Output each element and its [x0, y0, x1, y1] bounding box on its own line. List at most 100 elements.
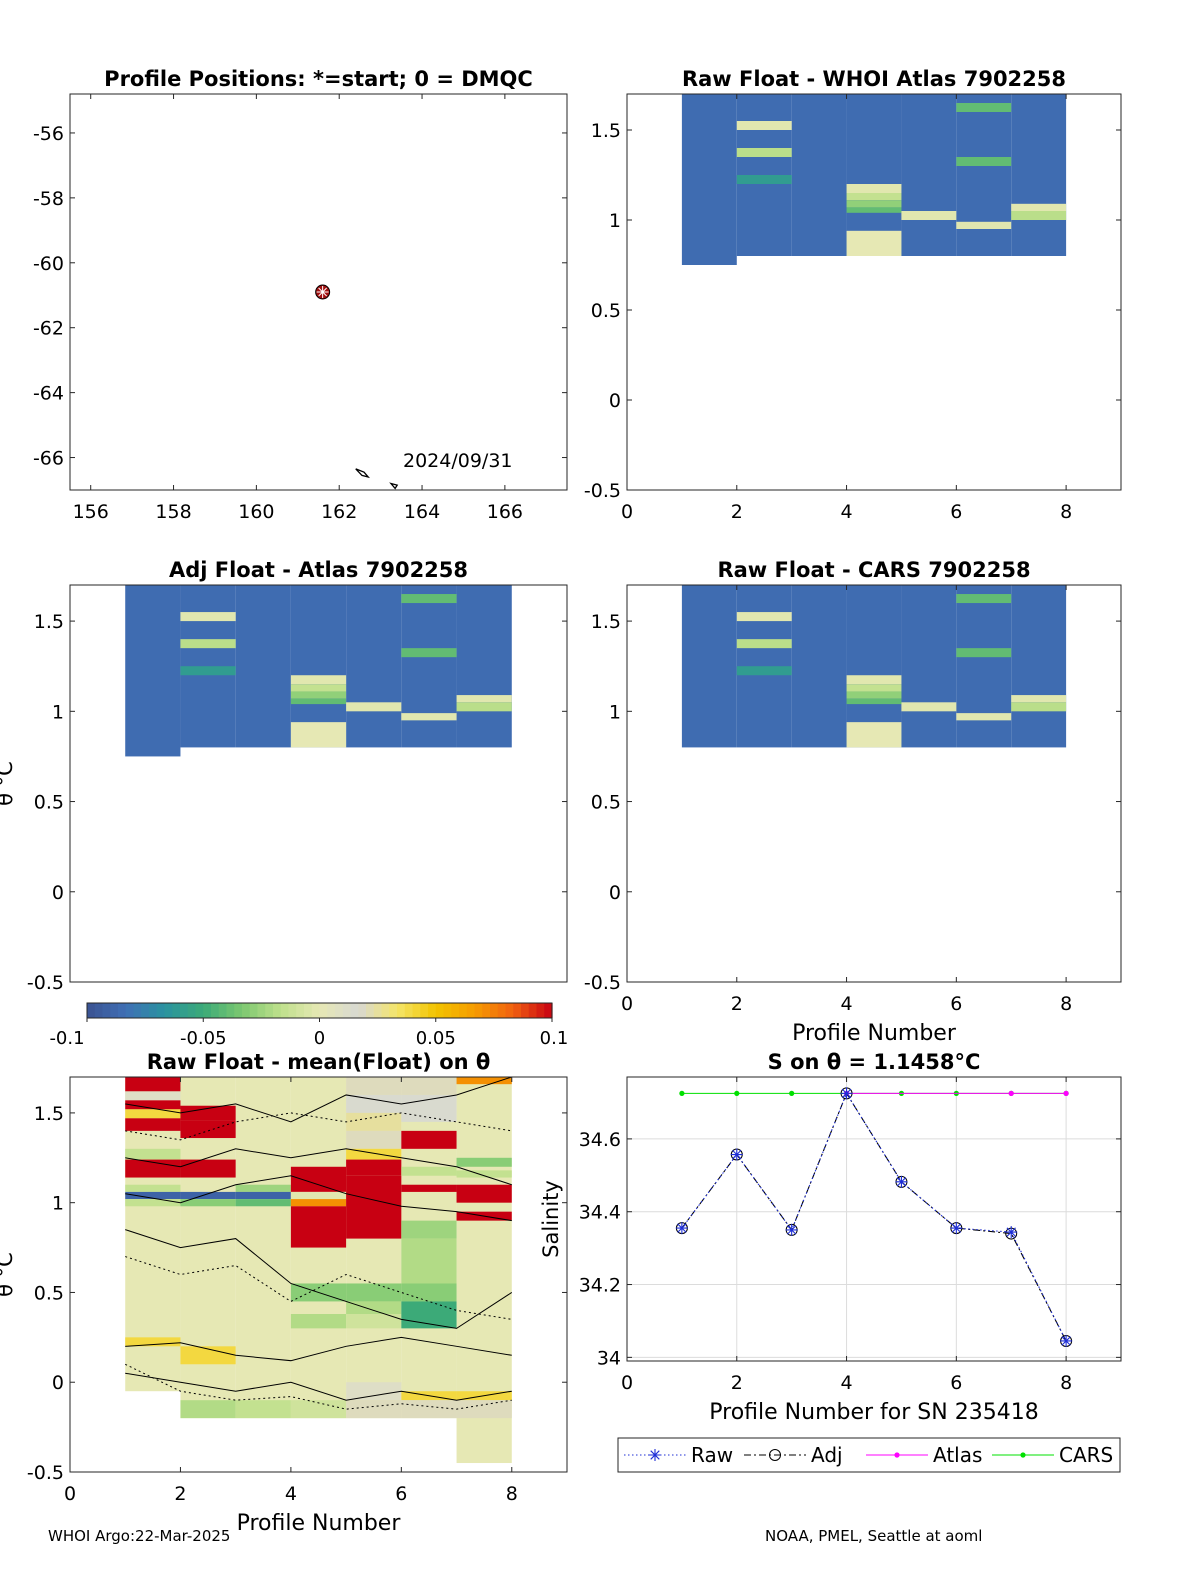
x-tick-label: 160 [238, 501, 274, 523]
heatmap-cell [346, 1130, 402, 1149]
heatmap-cell [736, 612, 792, 622]
colorbar-segment [133, 1003, 142, 1018]
heatmap-cell [401, 713, 457, 721]
x-tick-label: 8 [1060, 1372, 1072, 1394]
data-point-raw [840, 1087, 853, 1100]
heatmap-column [901, 585, 957, 748]
x-tick-label: 164 [404, 501, 440, 523]
colorbar-segment [242, 1003, 251, 1018]
heatmap-cell [346, 1112, 402, 1131]
x-axis-label: Profile Number [237, 1511, 402, 1536]
heatmap-cell [290, 1206, 347, 1248]
colorbar-segment [211, 1003, 220, 1018]
heatmap-cell [180, 1105, 236, 1121]
x-tick-label: 4 [841, 501, 853, 523]
y-tick-label: -0.5 [27, 972, 64, 994]
heatmap-cell [125, 1109, 181, 1119]
colorbar-segment [149, 1003, 158, 1018]
y-tick-label: 1.5 [591, 611, 621, 633]
x-tick-label: 8 [1060, 501, 1072, 523]
y-tick-label: -58 [33, 188, 64, 210]
colorbar-segment [528, 1003, 538, 1018]
colorbar-segment [249, 1003, 259, 1018]
axes-frame [69, 584, 568, 983]
heatmap-cell [846, 193, 902, 201]
heatmap-cell [125, 1199, 181, 1207]
heatmap-cell [846, 691, 902, 699]
y-tick-label: 0 [609, 390, 621, 412]
data-point-cars [679, 1090, 685, 1096]
heatmap-cell [125, 1091, 181, 1101]
colorbar-segment [536, 1003, 545, 1018]
y-tick-label: 34 [597, 1347, 621, 1369]
heatmap-cell [956, 103, 1012, 112]
colorbar-segment [265, 1003, 274, 1018]
x-tick-label: 4 [841, 1372, 853, 1394]
y-tick-label: -66 [33, 448, 64, 470]
x-tick-label: 8 [506, 1483, 518, 1505]
heatmap-cell [401, 594, 457, 604]
heatmap-cell [956, 648, 1012, 658]
contour-line-dotted [125, 1112, 512, 1141]
y-tick-label: 0.5 [591, 792, 621, 814]
y-tick-label: 34.2 [579, 1275, 621, 1297]
colorbar-segment [428, 1003, 437, 1018]
legend-marker-atlas [894, 1452, 900, 1458]
legend-label-cars: CARS [1059, 1443, 1113, 1467]
colorbar-segment [311, 1003, 321, 1018]
heatmap-cell [456, 1184, 512, 1203]
data-point-raw [950, 1222, 963, 1235]
colorbar-segment [474, 1003, 483, 1018]
heatmap-cell [290, 675, 347, 685]
series-line-adj [681, 1092, 1067, 1342]
salinity-title: S on θ = 1.1458°C [768, 1050, 981, 1074]
raw-cars-title: Raw Float - CARS 7902258 [717, 558, 1030, 582]
data-point-atlas [1008, 1090, 1014, 1096]
y-tick-label: 0.5 [34, 792, 64, 814]
heatmap-column [846, 94, 902, 256]
heatmap-cell [846, 207, 902, 213]
heatmap-cell [401, 1077, 457, 1095]
colorbar-segment [180, 1003, 189, 1018]
contour-line [125, 1229, 513, 1329]
heatmap-cell [346, 1148, 402, 1160]
heatmap-cell [290, 1166, 347, 1192]
legend-marker-raw [649, 1449, 661, 1461]
colorbar-segment [327, 1003, 336, 1018]
date-annotation: 2024/09/31 [403, 450, 513, 472]
colorbar-tick-label: -0.1 [49, 1028, 84, 1049]
heatmap-cell [401, 648, 457, 658]
colorbar-segment [342, 1003, 352, 1018]
y-tick-label: 1.5 [34, 611, 64, 633]
heatmap-cell [1011, 702, 1067, 712]
heatmap-cell [125, 1077, 181, 1092]
colorbar-tick-label: 0.1 [540, 1028, 569, 1049]
heatmap-column [956, 585, 1012, 748]
heatmap-cell [846, 184, 902, 193]
heatmap-cell [346, 1301, 402, 1314]
heatmap-cell [846, 698, 902, 705]
heatmap-cell [290, 698, 347, 705]
x-tick-label: 2 [731, 993, 743, 1015]
heatmap-cell [956, 221, 1012, 229]
heatmap-cell [401, 1283, 457, 1302]
colorbar-tick-label: -0.05 [180, 1028, 227, 1049]
colorbar-segment [125, 1003, 135, 1018]
heatmap-cell [846, 230, 902, 256]
heatmap-cell [401, 1400, 457, 1419]
heatmap-cell [180, 1159, 236, 1178]
colorbar-segment [521, 1003, 530, 1018]
contour-line [125, 1175, 512, 1222]
heatmap-cell [125, 1191, 181, 1200]
heatmap-cell [180, 1199, 236, 1207]
y-tick-label: 0 [52, 882, 64, 904]
x-tick-label: 156 [73, 501, 109, 523]
colorbar-segment [497, 1003, 507, 1018]
x-tick-label: 0 [621, 1372, 633, 1394]
raw-mean-title: Raw Float - mean(Float) on θ [147, 1050, 491, 1074]
contour-line-dotted [125, 1256, 512, 1320]
heatmap-cell [125, 1184, 181, 1192]
heatmap-cell [180, 1120, 236, 1139]
heatmap-column [901, 94, 957, 256]
x-tick-label: 8 [1060, 993, 1072, 1015]
